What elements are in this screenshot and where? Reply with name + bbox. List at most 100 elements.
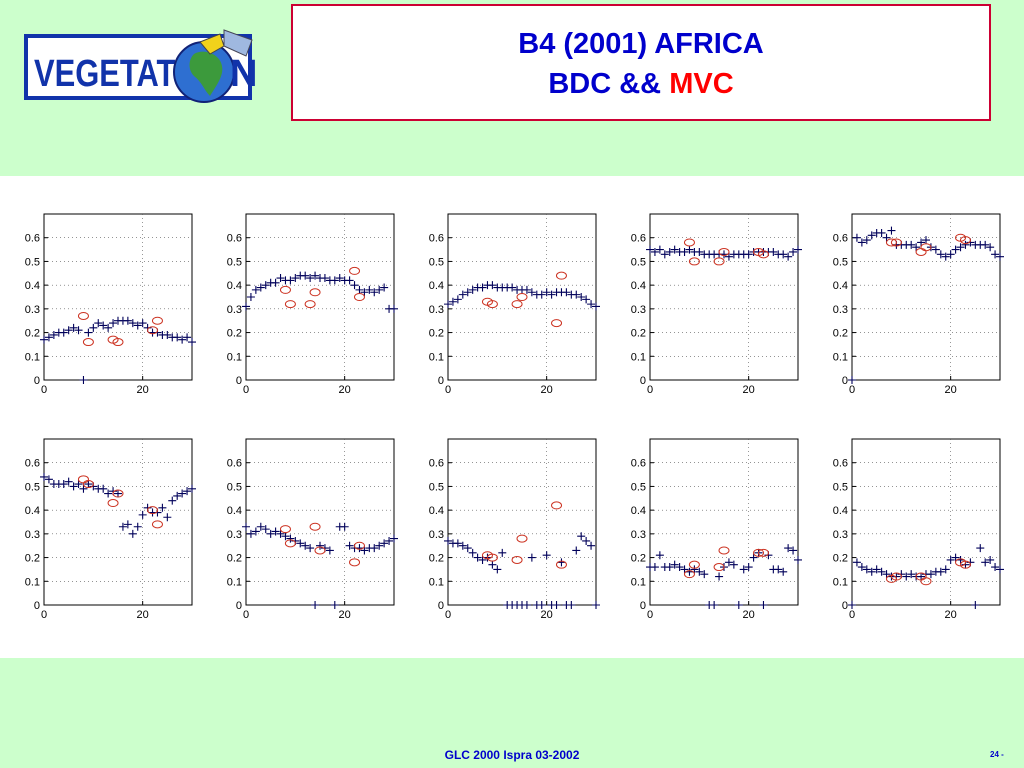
bdc-point xyxy=(577,532,586,541)
bdc-point xyxy=(104,489,113,498)
bdc-point xyxy=(488,560,497,569)
bdc-point xyxy=(749,553,758,562)
mvc-point xyxy=(486,300,498,309)
bdc-point xyxy=(794,555,802,564)
bdc-point xyxy=(114,489,122,498)
bdc-point xyxy=(340,522,349,531)
y-tick-label: 0.6 xyxy=(25,233,40,245)
y-tick-label: 0.5 xyxy=(429,256,444,268)
plot-frame xyxy=(649,213,799,381)
plot-frame xyxy=(649,438,799,606)
bdc-point xyxy=(744,250,753,259)
y-tick-label: 0 xyxy=(842,600,848,612)
y-tick-label: 0.5 xyxy=(25,256,40,268)
y-tick-label: 0.2 xyxy=(833,328,848,340)
bdc-point xyxy=(882,570,891,579)
plot-frame xyxy=(245,438,395,606)
bdc-point xyxy=(971,601,980,609)
mvc-point xyxy=(555,560,567,569)
bdc-point xyxy=(246,529,255,538)
mvc-point xyxy=(284,300,296,309)
bdc-point xyxy=(74,326,83,335)
bdc-point xyxy=(789,247,798,256)
bdc-point xyxy=(345,276,354,285)
bdc-point xyxy=(655,245,664,254)
bdc-point xyxy=(44,333,53,342)
bdc-point xyxy=(463,544,472,553)
bdc-point xyxy=(867,567,876,576)
bdc-point xyxy=(158,503,167,512)
bdc-point xyxy=(256,283,265,292)
bdc-point xyxy=(577,293,586,301)
mvc-point xyxy=(82,480,94,489)
bdc-point xyxy=(188,484,196,493)
x-tick-label: 20 xyxy=(541,384,553,396)
bdc-point xyxy=(562,288,571,297)
bdc-point xyxy=(390,534,398,543)
y-tick-label: 0.1 xyxy=(631,576,646,588)
bdc-point xyxy=(522,285,531,294)
bdc-point xyxy=(316,541,324,550)
bdc-point xyxy=(296,539,305,548)
y-tick-label: 0.3 xyxy=(25,529,40,541)
y-tick-label: 0.4 xyxy=(631,280,646,292)
bdc-point xyxy=(877,228,886,237)
bdc-point xyxy=(281,532,290,541)
y-tick-label: 0.5 xyxy=(833,481,848,493)
mvc-point xyxy=(279,525,291,534)
bdc-point xyxy=(976,544,985,553)
bdc-point xyxy=(572,546,581,555)
bdc-point xyxy=(700,570,709,579)
bdc-point xyxy=(527,288,536,297)
bdc-point xyxy=(917,572,926,581)
bdc-point xyxy=(301,541,310,550)
bdc-point xyxy=(537,601,546,609)
bdc-point xyxy=(271,527,280,536)
logo-text-end: N xyxy=(230,53,257,95)
bdc-point xyxy=(759,601,768,609)
bdc-point xyxy=(744,563,753,572)
bdc-point xyxy=(242,522,250,531)
bdc-point xyxy=(188,338,196,347)
bdc-point xyxy=(941,565,950,574)
y-tick-label: 0.5 xyxy=(833,256,848,268)
bdc-point xyxy=(473,553,482,562)
bdc-point xyxy=(79,484,88,493)
bdc-point xyxy=(690,565,699,574)
bdc-point xyxy=(261,525,270,534)
bdc-point xyxy=(936,567,945,576)
y-tick-label: 0.4 xyxy=(227,280,242,292)
bdc-point xyxy=(961,240,970,249)
bdc-point xyxy=(306,544,315,553)
mvc-point xyxy=(309,522,321,531)
bdc-point xyxy=(325,546,334,555)
bdc-point xyxy=(537,290,546,299)
y-tick-label: 0 xyxy=(34,600,40,612)
plots-grid: 0 0.1 0.2 0.3 0.4 0.5 0.6 0 20 0 0.1 0.2 0.3 0.4 0.5 0.… xyxy=(25,213,1004,621)
bdc-point xyxy=(981,240,990,249)
bdc-point xyxy=(478,555,487,564)
mvc-point xyxy=(304,300,316,309)
logo-text: VEGETATI xyxy=(34,53,184,95)
y-tick-label: 0.2 xyxy=(631,328,646,340)
y-tick-label: 0.4 xyxy=(429,505,444,517)
bdc-point xyxy=(478,283,487,292)
bdc-point xyxy=(94,319,103,328)
bdc-point xyxy=(468,285,477,294)
bdc-point xyxy=(370,288,379,297)
bdc-point xyxy=(69,482,78,491)
x-tick-label: 20 xyxy=(137,609,149,621)
y-tick-label: 0.1 xyxy=(631,351,646,363)
bdc-point xyxy=(488,281,497,290)
bdc-point xyxy=(857,238,866,247)
bdc-point xyxy=(769,247,778,256)
bdc-point xyxy=(453,295,462,304)
y-tick-label: 0.4 xyxy=(833,505,848,517)
bdc-point xyxy=(360,546,369,555)
bdc-point xyxy=(306,274,315,283)
bdc-point xyxy=(710,601,719,609)
bdc-point xyxy=(498,548,507,557)
bdc-point xyxy=(242,302,250,311)
x-tick-label: 0 xyxy=(41,384,47,396)
bdc-point xyxy=(848,601,856,609)
